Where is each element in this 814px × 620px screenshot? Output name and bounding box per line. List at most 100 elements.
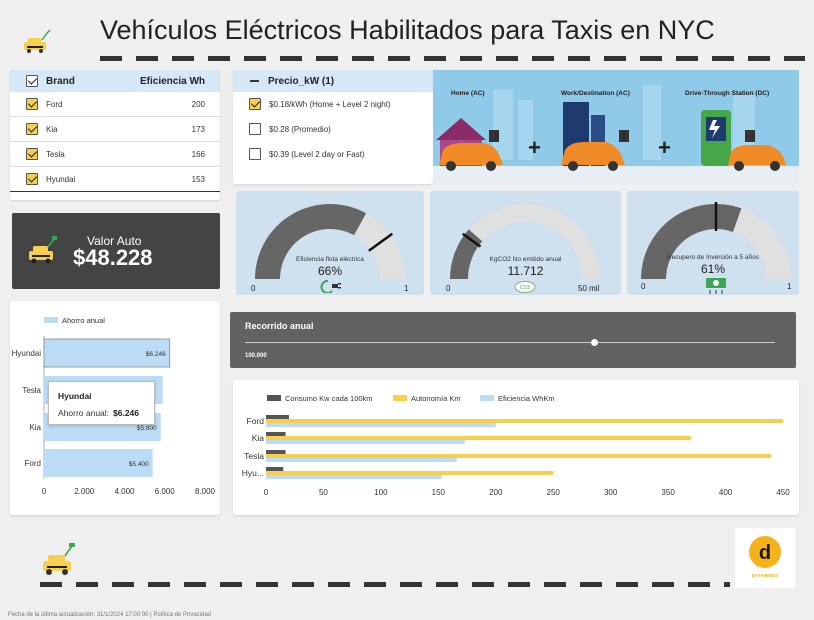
x-tick-label: 2.000 [74, 487, 95, 496]
charging-scene-image: + + [433, 70, 799, 184]
legend-label: Consumo Kw cada 100km [285, 394, 373, 403]
slider-handle[interactable] [591, 339, 599, 346]
category-label: Tesla [244, 451, 264, 461]
footer-text: Fecha de la última actualización: 31/1/2… [8, 612, 212, 618]
gauge-target-marker [461, 232, 482, 248]
consumo-bar-chart: Consumo Kw cada 100km Autonomía Km Eficien… [242, 394, 790, 497]
brand-filter-header: Brand Eficiencia Wh [10, 70, 220, 92]
x-tick-label: 4.000 [114, 487, 135, 496]
x-tick-label: 250 [547, 488, 561, 497]
gauge-card-recupero: Recupero de Inversión a 5 años 61% 0 1 [627, 191, 799, 295]
chart-tooltip: Hyundai Ahorro anual: $6.246 [48, 381, 155, 425]
bar-hyu-0[interactable] [266, 467, 284, 471]
brand-row-hyundai[interactable]: Hyundai 153 [10, 167, 220, 192]
bar-hyundai[interactable] [43, 338, 171, 368]
valor-auto-value: $48.228 [73, 245, 153, 270]
minus-icon[interactable] [250, 80, 259, 82]
taxi-charger-icon [29, 236, 57, 264]
bar-ford[interactable] [44, 449, 153, 477]
gauge-fill [255, 204, 367, 279]
brand-row-tesla[interactable]: Tesla 166 [10, 142, 220, 167]
gauge-track [450, 204, 600, 279]
category-label: Kia [252, 433, 265, 443]
category-label: Ford [25, 459, 41, 468]
bar-kia-2[interactable] [266, 440, 465, 444]
gauge-card-co2: KgCO2 No emitido anual 11.712 0 50 mil C… [430, 191, 621, 295]
price-checkbox[interactable] [249, 123, 261, 135]
legend-swatch [267, 395, 281, 401]
bar-hyu-1[interactable] [266, 471, 554, 475]
valor-auto-card: Valor Auto $48.228 [12, 213, 220, 289]
brand-checkbox[interactable] [26, 123, 38, 135]
x-tick-label: 150 [432, 488, 446, 497]
x-tick-label: 8.000 [195, 487, 216, 496]
bar-tesla-2[interactable] [266, 458, 457, 462]
bar-hyu-2[interactable] [266, 475, 442, 479]
bar-tesla-1[interactable] [266, 454, 772, 458]
x-tick-label: 400 [719, 488, 733, 497]
page-title: Vehículos Eléctricos Habilitados para Ta… [100, 15, 715, 45]
x-tick-label: 50 [319, 488, 328, 497]
bar-ford-0[interactable] [266, 415, 289, 419]
bar-kia-0[interactable] [266, 432, 286, 436]
logo-mark: d [749, 536, 781, 568]
bar-tesla-0[interactable] [266, 450, 286, 454]
x-tick-label: 450 [776, 488, 790, 497]
road-divider-bottom [40, 582, 730, 587]
svg-text:+: + [658, 135, 671, 160]
brand-row-ford[interactable]: Ford 200 [10, 92, 220, 117]
charging-illustration: + + Home (AC) Work/Destination (AC) Driv… [433, 70, 799, 184]
svg-text:d: d [759, 542, 771, 564]
gauge-recupero [641, 202, 791, 279]
x-tick-label: 100 [374, 488, 388, 497]
x-tick-label: 6.000 [155, 487, 176, 496]
data-label: $5.800 [137, 425, 157, 432]
category-label: Hyundai [12, 349, 42, 358]
slider-track[interactable] [245, 342, 775, 343]
category-label: Kia [29, 423, 41, 432]
road-divider-top [100, 56, 805, 61]
legend-label: Ahorro anual [62, 316, 105, 325]
consumo-chart-card: Consumo Kw cada 100km Autonomía Km Eficien… [233, 380, 799, 515]
data-label: $5.400 [129, 461, 149, 468]
co2-cloud-icon: CO2 [514, 281, 536, 293]
x-tick-label: 200 [489, 488, 503, 497]
category-label: Ford [247, 416, 265, 426]
gauge-card-eficiencia: Eficiencia flota eléctrica 66% 0 1 [236, 191, 424, 295]
brand-checkbox[interactable] [26, 148, 38, 160]
brand-filter: Brand Eficiencia Wh Ford 200 Kia 173 Tes… [10, 70, 220, 200]
select-all-checkbox[interactable] [26, 75, 38, 87]
money-icon [706, 278, 726, 294]
x-tick-label: 0 [42, 487, 47, 496]
taxi-charger-icon [43, 543, 75, 575]
brand-checkbox[interactable] [26, 173, 38, 185]
eco-plug-icon [320, 280, 341, 293]
brand-checkbox[interactable] [26, 98, 38, 110]
price-checkbox[interactable] [249, 98, 261, 110]
price-filter: Precio_kW (1) $0.18/kWh (Home + Level 2 … [233, 70, 433, 184]
legend-swatch [480, 395, 494, 401]
gauge-eficiencia [255, 204, 405, 279]
taxi-charger-icon [24, 29, 51, 53]
x-tick-label: 0 [264, 488, 269, 497]
x-tick-label: 300 [604, 488, 618, 497]
gauge-co2 [450, 204, 600, 279]
bar-ford-1[interactable] [266, 419, 783, 423]
category-label: Hyu... [242, 468, 264, 478]
brand-row-kia[interactable]: Kia 173 [10, 117, 220, 142]
price-checkbox[interactable] [249, 148, 261, 160]
data-label: $6.246 [146, 351, 166, 358]
svg-text:+: + [528, 135, 541, 160]
recorrido-slider-card: Recorrido anual 100.000 [230, 312, 796, 368]
svg-text:CO2: CO2 [520, 285, 531, 291]
price-filter-header: Precio_kW (1) [233, 70, 433, 92]
legend-swatch [393, 395, 407, 401]
dataminds-logo: d DATAMINDS [735, 528, 795, 588]
gauge-target-marker [368, 232, 394, 252]
bar-kia-1[interactable] [266, 436, 692, 440]
legend-swatch [44, 317, 58, 323]
bar-ford-2[interactable] [266, 423, 496, 427]
valor-auto-label: Valor Auto [87, 234, 142, 248]
legend-label: Eficiencia WhKm [498, 394, 555, 403]
category-label: Tesla [22, 386, 41, 395]
